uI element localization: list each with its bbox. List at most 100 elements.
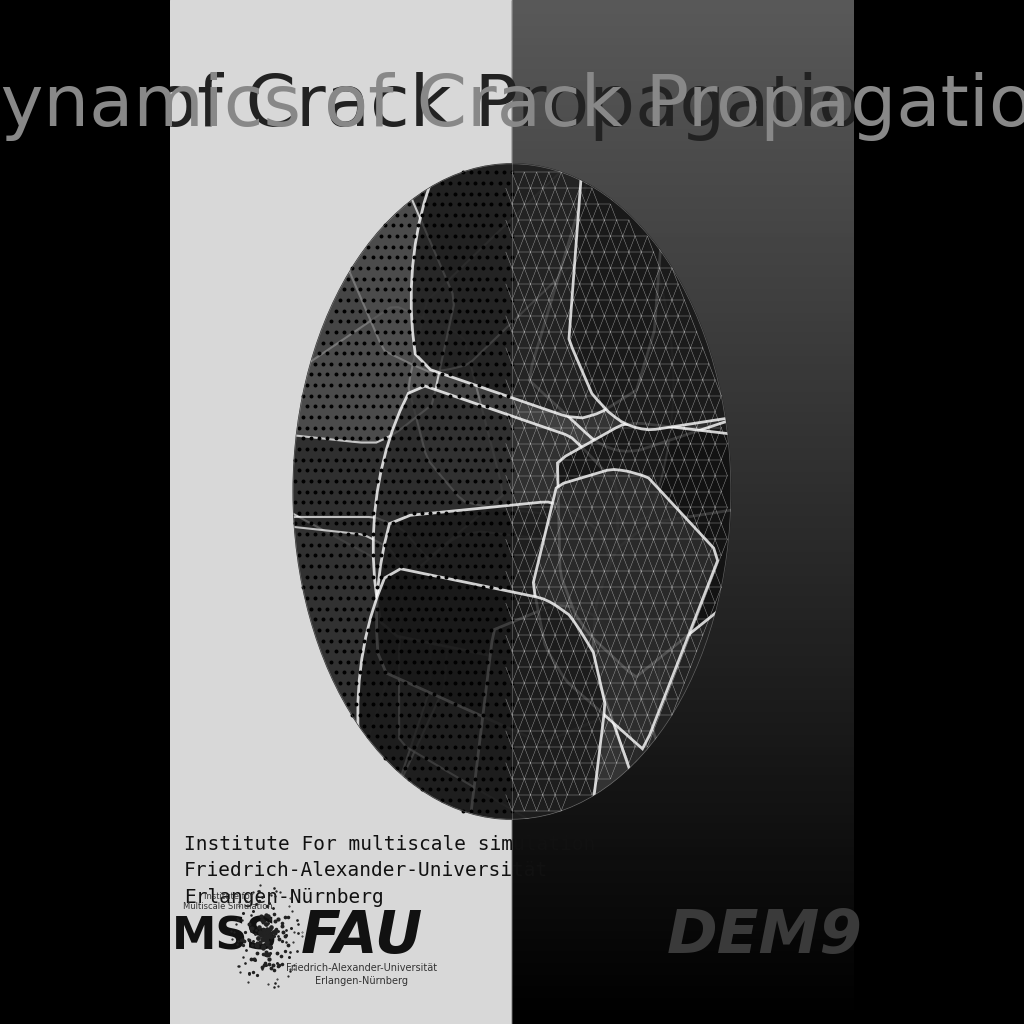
Point	[348, 440, 365, 457]
Point	[385, 324, 401, 340]
Point	[446, 270, 463, 287]
Point	[258, 929, 274, 945]
Point	[451, 387, 467, 403]
Point	[471, 803, 487, 819]
Point	[483, 643, 500, 659]
Point	[352, 494, 369, 510]
Point	[463, 803, 479, 819]
Point	[340, 377, 356, 393]
Point	[446, 760, 463, 776]
Point	[401, 239, 418, 255]
Point	[430, 568, 446, 585]
Point	[401, 345, 418, 361]
Point	[414, 611, 430, 628]
Point	[479, 313, 496, 330]
Point	[243, 923, 259, 939]
Point	[438, 696, 455, 713]
Point	[467, 792, 483, 808]
Point	[475, 580, 492, 596]
Point	[430, 207, 446, 223]
Point	[492, 409, 508, 425]
Point	[479, 611, 496, 628]
Point	[496, 760, 512, 776]
Point	[496, 675, 512, 691]
Point	[418, 217, 434, 233]
Point	[455, 483, 471, 500]
Point	[245, 933, 261, 949]
Point	[377, 728, 393, 744]
Point	[483, 600, 500, 616]
Point	[401, 324, 418, 340]
Polygon shape	[374, 386, 618, 665]
Point	[348, 398, 365, 415]
Point	[315, 440, 332, 457]
Point	[496, 335, 512, 351]
Point	[487, 653, 504, 670]
Point	[438, 377, 455, 393]
Point	[381, 313, 397, 330]
Point	[291, 483, 307, 500]
Point	[307, 355, 324, 372]
Point	[257, 928, 273, 944]
Text: DEM9: DEM9	[667, 907, 863, 967]
Point	[438, 440, 455, 457]
Point	[365, 483, 381, 500]
Point	[385, 239, 401, 255]
Polygon shape	[377, 502, 623, 742]
Point	[414, 377, 430, 393]
Point	[393, 537, 410, 553]
Point	[373, 335, 389, 351]
Point	[401, 580, 418, 596]
Point	[487, 164, 504, 180]
Point	[348, 590, 365, 606]
Point	[356, 568, 373, 585]
Point	[257, 915, 273, 932]
Point	[414, 398, 430, 415]
Point	[451, 473, 467, 489]
Point	[360, 473, 377, 489]
Point	[442, 494, 459, 510]
Point	[348, 611, 365, 628]
Point	[303, 473, 319, 489]
Point	[496, 505, 512, 521]
Point	[438, 420, 455, 436]
Point	[360, 537, 377, 553]
Point	[442, 302, 459, 318]
Point	[459, 665, 475, 681]
Point	[340, 355, 356, 372]
Point	[438, 653, 455, 670]
Point	[475, 537, 492, 553]
Point	[401, 685, 418, 701]
Point	[352, 260, 369, 276]
Point	[256, 922, 272, 938]
Point	[492, 771, 508, 787]
Point	[229, 911, 246, 928]
Point	[463, 718, 479, 734]
Point	[360, 685, 377, 701]
Point	[266, 923, 283, 939]
Point	[471, 228, 487, 245]
Point	[487, 675, 504, 691]
Point	[455, 292, 471, 308]
Point	[348, 505, 365, 521]
Point	[324, 398, 340, 415]
Point	[352, 324, 369, 340]
Point	[455, 547, 471, 563]
Point	[430, 547, 446, 563]
Point	[434, 707, 451, 723]
Point	[381, 420, 397, 436]
Point	[496, 568, 512, 585]
Point	[385, 282, 401, 298]
Point	[442, 282, 459, 298]
Point	[504, 483, 520, 500]
Point	[459, 600, 475, 616]
Point	[397, 420, 414, 436]
Point	[471, 568, 487, 585]
Point	[418, 537, 434, 553]
Point	[455, 653, 471, 670]
Point	[256, 930, 272, 946]
Point	[336, 473, 352, 489]
Point	[406, 335, 422, 351]
Point	[328, 302, 344, 318]
Point	[401, 473, 418, 489]
